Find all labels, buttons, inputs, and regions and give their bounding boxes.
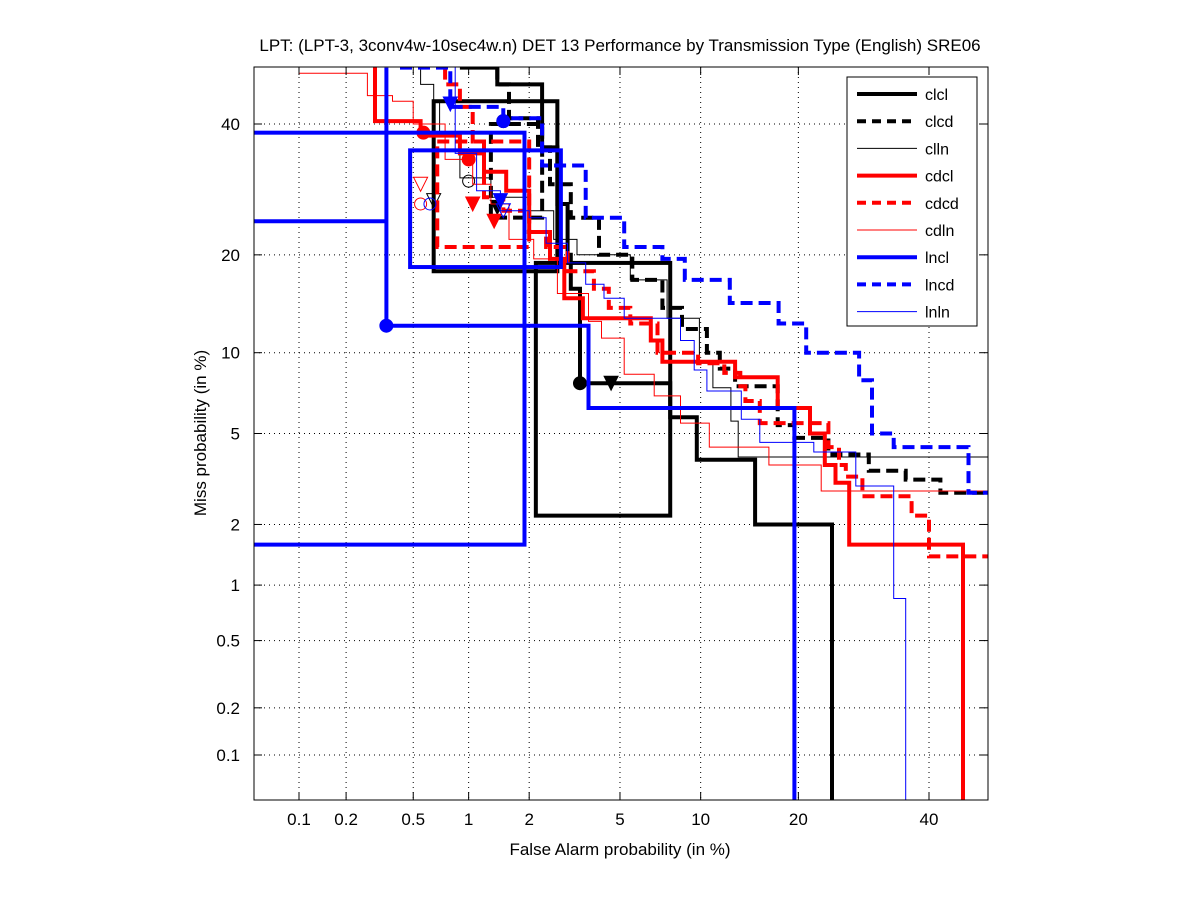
actual-decision-marker-cdln — [414, 197, 428, 211]
series-cdln — [298, 67, 988, 492]
y-tick-labels: 0.1 0.2 0.5 1 2 5 10 20 40 — [216, 115, 240, 765]
series-layer — [254, 67, 988, 800]
y-tick-label: 20 — [221, 246, 240, 265]
legend-item-clcd: clcd — [857, 114, 953, 131]
y-tick-label: 40 — [221, 115, 240, 134]
legend-label: lncd — [925, 277, 954, 294]
legend-label: clln — [925, 141, 949, 158]
actual-decision-marker-lncd — [496, 114, 511, 129]
legend-label: clcd — [925, 114, 953, 131]
legend-item-clln: clln — [857, 141, 949, 158]
min-dcf-marker-cdcd — [486, 213, 502, 230]
x-tick-labels: 0.1 0.2 0.5 1 2 5 10 20 40 — [287, 810, 938, 829]
det-curve-cdln — [298, 67, 988, 492]
chart-title: LPT: (LPT-3, 3conv4w-10sec4w.n) DET 13 P… — [259, 36, 980, 55]
legend-label: clcl — [925, 87, 948, 104]
y-tick-label: 0.5 — [216, 632, 240, 651]
y-axis-label: Miss probability (in %) — [191, 350, 210, 516]
ticks — [254, 67, 988, 800]
series-lncl — [254, 67, 797, 800]
series-clcl — [431, 67, 834, 800]
x-axis-label: False Alarm probability (in %) — [509, 840, 730, 859]
legend: clcl clcd clln cdcl cdcd cdln lncl lncd lnln — [846, 76, 978, 327]
min-dcf-marker-lnln — [495, 203, 512, 219]
x-tick-label: 0.1 — [287, 810, 311, 829]
det-curve-lnln — [454, 67, 907, 800]
y-tick-label: 5 — [231, 425, 240, 444]
actual-decision-marker-clcl — [572, 376, 587, 391]
y-tick-label: 2 — [231, 515, 240, 534]
actual-decision-marker-lnln — [423, 197, 437, 211]
legend-label: cdcl — [925, 169, 953, 186]
legend-item-clcl: clcl — [857, 87, 948, 104]
actual-decision-marker-lncl — [379, 318, 394, 333]
min-dcf-marker-cdln — [412, 176, 429, 193]
y-tick-label: 1 — [231, 576, 240, 595]
x-tick-label: 10 — [691, 810, 710, 829]
x-tick-label: 20 — [789, 810, 808, 829]
y-tick-label: 0.2 — [216, 699, 240, 718]
legend-item-lncl: lncl — [857, 250, 949, 267]
x-tick-label: 0.5 — [401, 810, 425, 829]
grid — [254, 67, 988, 800]
min-dcf-marker-cdcl — [464, 196, 481, 213]
confidence-box-lncl — [408, 148, 563, 270]
legend-label: cdln — [925, 223, 954, 240]
confidence-box-lncl — [254, 130, 527, 547]
min-dcf-marker-clcl — [603, 375, 619, 392]
det-curve-lncl — [384, 67, 797, 800]
x-tick-label: 1 — [464, 810, 473, 829]
det-curve-clcd — [495, 67, 988, 495]
series-lnln — [423, 67, 907, 800]
legend-label: lncl — [925, 250, 949, 267]
legend-label: lnln — [925, 305, 950, 322]
legend-item-cdcd: cdcd — [857, 196, 959, 213]
x-tick-label: 2 — [524, 810, 533, 829]
legend-label: cdcd — [925, 196, 959, 213]
y-tick-label: 10 — [221, 344, 240, 363]
legend-item-cdln: cdln — [857, 223, 954, 240]
y-tick-label: 0.1 — [216, 746, 240, 765]
legend-item-cdcl: cdcl — [857, 169, 953, 186]
x-tick-label: 40 — [920, 810, 939, 829]
x-tick-label: 0.2 — [334, 810, 358, 829]
legend-item-lnln: lnln — [857, 305, 950, 322]
det-curve-cdcl — [373, 67, 965, 800]
actual-decision-marker-clln — [462, 174, 476, 188]
det-curve-clcl — [459, 67, 834, 800]
legend-box — [846, 76, 978, 327]
det-curve-lncd — [400, 67, 988, 495]
x-tick-label: 5 — [615, 810, 624, 829]
legend-item-lncd: lncd — [857, 277, 954, 294]
